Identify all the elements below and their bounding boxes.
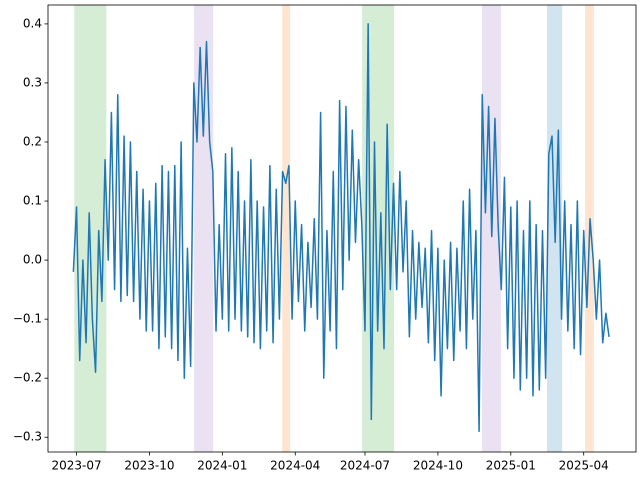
x-tick-label: 2024-10 (413, 459, 463, 473)
highlight-span (282, 5, 291, 452)
y-tick-label: −0.3 (13, 430, 42, 444)
x-tick-label: 2025-01 (486, 459, 536, 473)
highlight-span (194, 5, 214, 452)
y-tick-label: −0.1 (13, 312, 42, 326)
x-tick-label: 2024-04 (270, 459, 320, 473)
plot (72, 23, 610, 433)
y-tick-label: 0.1 (23, 194, 42, 208)
y-tick-label: 0.0 (23, 253, 42, 267)
x-tick-label: 2023-10 (124, 459, 174, 473)
y-tick-label: −0.2 (13, 371, 42, 385)
x-tick-label: 2025-04 (559, 459, 609, 473)
x-tick-label: 2024-01 (197, 459, 247, 473)
y-tick-label: 0.3 (23, 75, 42, 89)
x-tick-label: 2023-07 (51, 459, 101, 473)
y-tick-label: 0.2 (23, 134, 42, 148)
data-line (72, 23, 610, 433)
x-tick-label: 2024-07 (340, 459, 390, 473)
y-tick-label: 0.4 (23, 16, 42, 30)
axes-frame (47, 4, 637, 453)
